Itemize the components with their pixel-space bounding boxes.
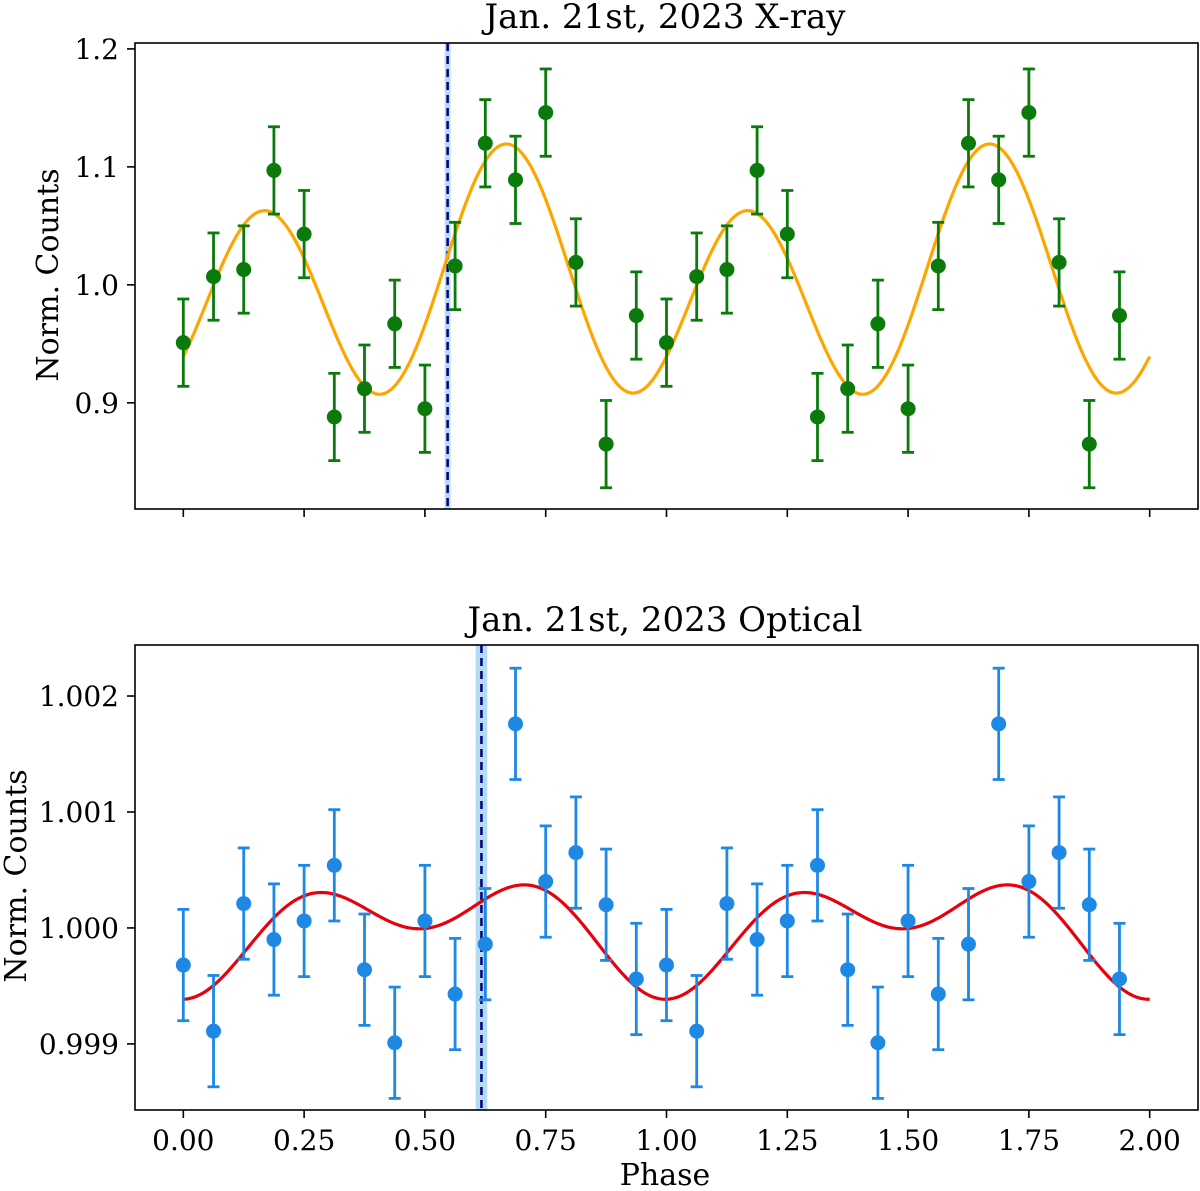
xray-data-point: [538, 105, 554, 121]
xray-data-point: [206, 269, 222, 285]
optical-data-point: [1021, 874, 1037, 890]
optical-data-point: [326, 857, 342, 873]
xray-marker-band: [444, 43, 451, 509]
xray-data-point: [1111, 308, 1127, 324]
optical-data-point: [538, 874, 554, 890]
optical-data-point: [779, 913, 795, 929]
xray-ylabel: Norm. Counts: [31, 168, 66, 381]
xray-data-point: [779, 226, 795, 242]
optical-xtick-label: 1.25: [756, 1124, 818, 1157]
optical-data-point: [689, 1023, 705, 1039]
xray-data-point: [749, 162, 765, 178]
xray-data-point: [840, 381, 856, 397]
xray-panel: Jan. 21st, 2023 X-ray Norm. Counts 0.9 1.…: [31, 0, 1199, 517]
optical-data-point: [206, 1023, 222, 1039]
optical-xtick-label: 1.75: [998, 1124, 1060, 1157]
optical-data-point: [1111, 971, 1127, 987]
optical-data-point: [659, 957, 674, 973]
optical-data-point: [749, 932, 765, 948]
optical-data-point: [870, 1035, 886, 1051]
optical-data-point: [598, 897, 614, 913]
xray-data-point: [296, 226, 312, 242]
optical-data-point: [900, 913, 916, 929]
optical-data-point: [357, 962, 373, 978]
xray-data-point: [900, 401, 916, 417]
xray-data-point: [719, 262, 735, 278]
xray-data-point: [447, 258, 463, 274]
xray-data-point: [598, 436, 614, 452]
optical-data-point: [840, 962, 856, 978]
optical-data-point: [568, 845, 584, 861]
optical-plot-area: [175, 645, 1150, 1110]
xray-data-point: [357, 381, 373, 397]
xray-data-point: [387, 316, 403, 332]
xray-data-point: [809, 409, 825, 425]
optical-data-point: [809, 857, 825, 873]
optical-xtick-label: 1.50: [877, 1124, 939, 1157]
xray-data-point: [930, 258, 946, 274]
xray-data-point: [568, 254, 584, 270]
optical-xtick-label: 1.00: [635, 1124, 697, 1157]
xray-ytick-label: 1.2: [74, 33, 119, 66]
xray-ytick-label: 1.0: [74, 269, 119, 302]
xray-data-point: [175, 335, 191, 351]
xray-data-point: [689, 269, 705, 285]
xray-data-point: [508, 172, 524, 188]
optical-data-point: [1051, 845, 1067, 861]
optical-axes-frame: [134, 644, 1199, 1111]
optical-data-point: [296, 913, 312, 929]
optical-data-point: [447, 986, 463, 1002]
optical-data-point: [991, 716, 1007, 732]
optical-panel: Jan. 21st, 2023 Optical Norm. Counts Pha…: [0, 600, 1199, 1191]
xray-plot-area: [175, 43, 1152, 509]
optical-xlabel: Phase: [620, 1158, 711, 1191]
optical-data-point: [387, 1035, 403, 1051]
optical-data-point: [266, 932, 282, 948]
xray-data-point: [266, 162, 282, 178]
xray-data-point: [1021, 105, 1037, 121]
optical-xtick-label: 2.00: [1119, 1124, 1181, 1157]
optical-ytick-label: 0.999: [39, 1028, 119, 1061]
optical-data-point: [417, 913, 433, 929]
optical-data-point: [960, 936, 976, 952]
optical-ylabel: Norm. Counts: [0, 769, 34, 982]
optical-title: Jan. 21st, 2023 Optical: [464, 600, 862, 640]
optical-ytick-label: 1.000: [39, 912, 119, 945]
optical-data-point: [236, 896, 252, 912]
optical-xtick-label: 0.50: [394, 1124, 456, 1157]
xray-data-point: [326, 409, 342, 425]
xray-data-point: [870, 316, 886, 332]
optical-xtick-label: 0.75: [515, 1124, 577, 1157]
optical-data-point: [628, 971, 644, 987]
optical-data-point: [175, 957, 191, 973]
xray-data-point: [628, 308, 644, 324]
optical-marker-band: [475, 645, 488, 1110]
optical-ytick-label: 1.001: [39, 796, 119, 829]
xray-axes-frame: [134, 42, 1199, 510]
xray-data-point: [991, 172, 1007, 188]
optical-data-point: [719, 896, 735, 912]
xray-data-point: [236, 262, 252, 278]
optical-data-point: [930, 986, 946, 1002]
xray-data-point: [960, 135, 976, 151]
optical-ytick-label: 1.002: [39, 680, 119, 713]
xray-ytick-label: 0.9: [74, 387, 119, 420]
xray-data-point: [659, 335, 674, 351]
xray-title: Jan. 21st, 2023 X-ray: [482, 0, 847, 37]
xray-data-point: [417, 401, 433, 417]
optical-xtick-label: 0.00: [152, 1124, 214, 1157]
xray-data-point: [1051, 254, 1067, 270]
xray-data-point: [477, 135, 493, 151]
optical-data-point: [1081, 897, 1097, 913]
xray-ytick-label: 1.1: [74, 151, 119, 184]
optical-xtick-label: 0.25: [273, 1124, 335, 1157]
optical-data-point: [508, 716, 524, 732]
xray-data-point: [1081, 436, 1097, 452]
optical-data-point: [477, 936, 493, 952]
